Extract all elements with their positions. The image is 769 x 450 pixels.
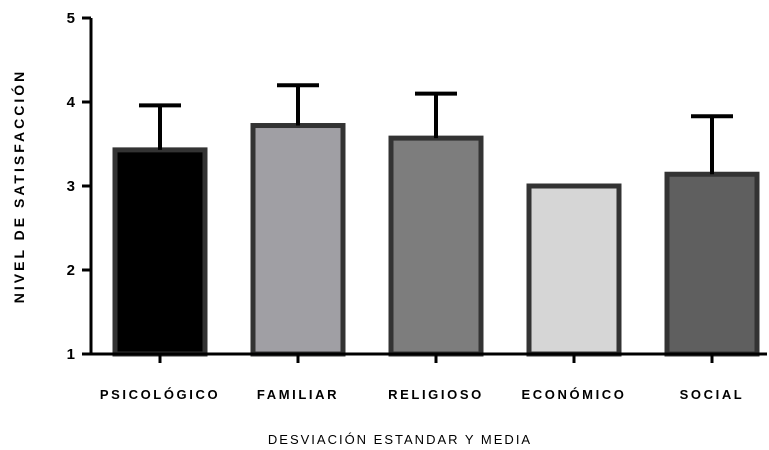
y-tick-label-4: 5 xyxy=(67,10,75,27)
y-ticks-layer: 1 2 3 4 5 xyxy=(67,10,91,363)
x-tick-label-1: FAMILIAR xyxy=(257,387,339,402)
x-ticks-layer: PSICOLÓGICO FAMILIAR RELIGIOSO ECONÓMICO SOC… xyxy=(100,354,745,402)
y-tick-label-3: 4 xyxy=(67,94,76,111)
y-tick-label-1: 2 xyxy=(67,262,75,279)
x-tick-label-3: ECONÓMICO xyxy=(521,387,626,402)
x-tick-label-2: RELIGIOSO xyxy=(388,387,484,402)
bar-4 xyxy=(664,171,760,357)
bar-2 xyxy=(388,135,484,357)
bar-1 xyxy=(250,123,346,357)
bars-layer xyxy=(112,123,760,357)
x-tick-label-4: SOCIAL xyxy=(680,387,745,402)
error-bars-layer xyxy=(139,83,733,175)
y-tick-label-0: 1 xyxy=(67,346,75,363)
bar-3 xyxy=(526,183,622,357)
y-tick-label-2: 3 xyxy=(67,178,75,195)
x-axis-title: DESVIACIÓN ESTANDAR Y MEDIA xyxy=(268,432,532,447)
bar-0 xyxy=(112,147,208,357)
y-axis-title: NIVEL DE SATISFACCIÓN xyxy=(10,69,27,303)
x-tick-label-0: PSICOLÓGICO xyxy=(100,387,220,402)
